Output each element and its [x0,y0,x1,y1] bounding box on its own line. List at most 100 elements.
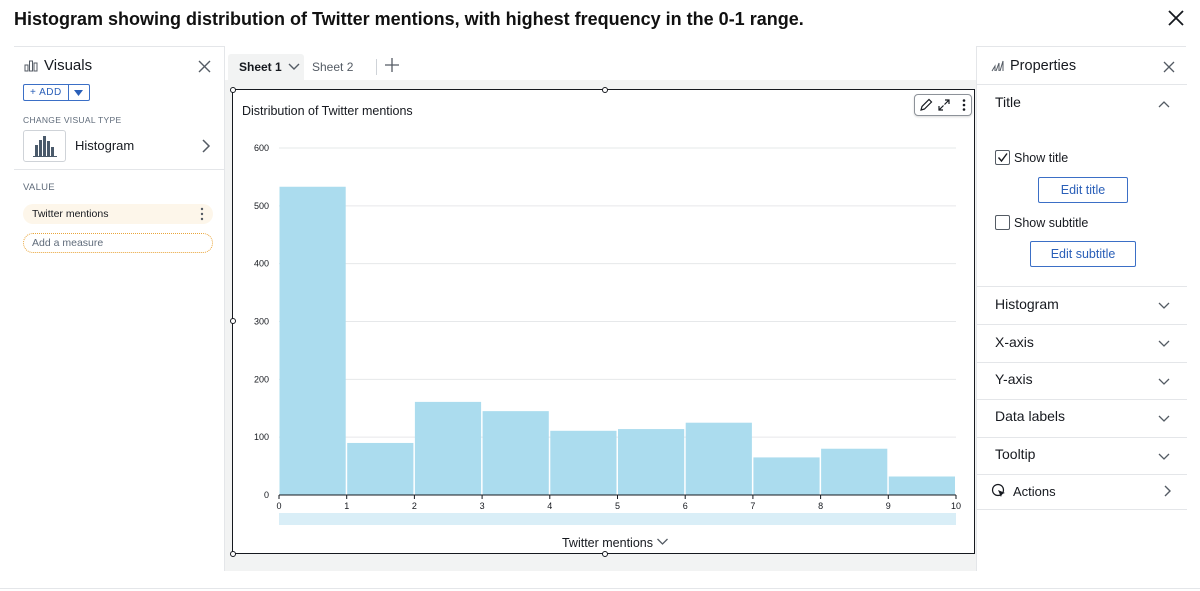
x-tick-label: 1 [344,501,349,511]
section-histogram[interactable]: Histogram [995,296,1059,312]
expand-icon[interactable] [937,98,951,112]
y-tick-label: 400 [254,259,269,269]
x-tick-label: 9 [886,501,891,511]
y-tick-label: 0 [264,490,269,500]
tab-label: Sheet 1 [239,60,282,74]
tab-sheet-1[interactable]: Sheet 1 [228,54,304,80]
chevron-down-icon[interactable] [1158,378,1170,386]
section-x-axis[interactable]: X-axis [995,334,1034,350]
y-tick-label: 300 [254,317,269,327]
resize-handle[interactable] [602,551,608,557]
chevron-right-icon [202,139,211,153]
histogram-bar [685,422,752,495]
visual-title: Distribution of Twitter mentions [242,104,413,118]
visuals-icon [24,60,38,71]
x-tick-label: 3 [480,501,485,511]
chevron-down-icon[interactable] [1158,415,1170,423]
add-sheet-icon[interactable] [385,58,399,72]
x-tick-label: 0 [276,501,281,511]
x-tick-label: 8 [818,501,823,511]
histogram-bar [753,457,820,495]
resize-handle[interactable] [602,87,608,93]
page-title: Histogram showing distribution of Twitte… [14,9,804,29]
section-data-labels[interactable]: Data labels [995,408,1066,424]
x-tick-label: 10 [951,501,961,511]
resize-handle[interactable] [230,318,236,324]
properties-icon [991,60,1004,72]
visual-menu-icon[interactable] [957,98,971,112]
show-subtitle-checkbox-row[interactable]: Show subtitle [995,215,1088,230]
resize-handle[interactable] [230,87,236,93]
edit-pencil-icon[interactable] [919,98,933,112]
divider [977,509,1187,510]
divider [977,362,1187,363]
chevron-right-icon[interactable] [1164,485,1172,497]
divider [14,169,224,170]
sheet-tabs: Sheet 1 Sheet 2 [228,52,974,80]
resize-handle[interactable] [230,551,236,557]
chevron-down-icon[interactable] [1158,340,1170,348]
histogram-bar [618,429,685,495]
add-measure-drop-target[interactable]: Add a measure [23,233,213,253]
checkmark-icon [997,153,1008,163]
y-tick-label: 600 [254,143,269,153]
histogram-bar [821,448,888,495]
divider [977,399,1187,400]
properties-panel-header: Properties [991,58,1076,74]
divider [977,437,1187,438]
edit-subtitle-button[interactable]: Edit subtitle [1030,241,1136,267]
show-title-label: Show title [1014,150,1069,165]
histogram-bar [888,476,955,495]
x-axis-scrollbar[interactable] [279,513,956,525]
add-visual-button[interactable]: + ADD [23,84,90,101]
show-subtitle-checkbox[interactable] [995,215,1010,230]
close-visuals-panel-icon[interactable] [198,60,211,73]
chevron-down-icon[interactable] [657,538,668,545]
actions-label: Actions [1013,483,1056,499]
histogram-chart: 0 100 200 300 400 500 600 0 1 2 3 4 5 6 7 8 9 10 Twitter m… [254,143,961,550]
header: Histogram showing distribution of Twitte… [0,0,1200,46]
field-chip-label: Twitter mentions [32,208,109,220]
x-tick-label: 5 [615,501,620,511]
visuals-panel-title: Visuals [44,57,93,74]
close-icon[interactable] [1166,8,1186,28]
x-axis-title[interactable]: Twitter mentions [562,536,653,550]
value-field-chip[interactable]: Twitter mentions [23,204,213,224]
histogram-icon [32,136,57,157]
change-visual-type-label: CHANGE VISUAL TYPE [23,115,122,125]
y-tick-label: 200 [254,374,269,384]
visual-type-selector[interactable]: Histogram [23,130,213,162]
section-tooltip[interactable]: Tooltip [995,446,1036,462]
y-tick-label: 500 [254,201,269,211]
more-options-icon[interactable] [199,207,205,221]
tab-sheet-2[interactable]: Sheet 2 [312,54,353,80]
show-title-checkbox[interactable] [995,150,1010,165]
add-button-label[interactable]: + ADD [24,85,69,100]
chevron-down-icon[interactable] [1158,302,1170,310]
add-measure-placeholder: Add a measure [32,237,104,249]
tab-label: Sheet 2 [312,60,354,74]
caret-down-icon [74,89,84,96]
divider [977,84,1187,85]
divider [977,286,1187,287]
add-dropdown-button[interactable] [69,85,89,100]
histogram-bar [347,442,414,495]
chevron-down-icon[interactable] [288,63,300,71]
actions-row[interactable]: Actions [991,483,1056,499]
histogram-bar [550,430,617,495]
show-subtitle-label: Show subtitle [1014,215,1089,230]
footer-divider [0,588,1200,589]
x-tick-label: 7 [750,501,755,511]
visual-type-name: Histogram [75,138,135,153]
show-title-checkbox-row[interactable]: Show title [995,150,1068,165]
chevron-up-icon[interactable] [1158,100,1170,108]
histogram-bar [279,186,346,495]
edit-title-button[interactable]: Edit title [1038,177,1128,203]
histogram-visual[interactable]: Distribution of Twitter mentions 0 100 200… [232,89,975,554]
close-properties-icon[interactable] [1163,61,1175,73]
chevron-down-icon[interactable] [1158,453,1170,461]
section-y-axis[interactable]: Y-axis [995,371,1033,387]
section-title[interactable]: Title [995,94,1021,110]
y-tick-label: 100 [254,432,269,442]
visuals-panel: Visuals + ADD CHANGE VISUAL TYPE Histogr… [14,46,225,571]
